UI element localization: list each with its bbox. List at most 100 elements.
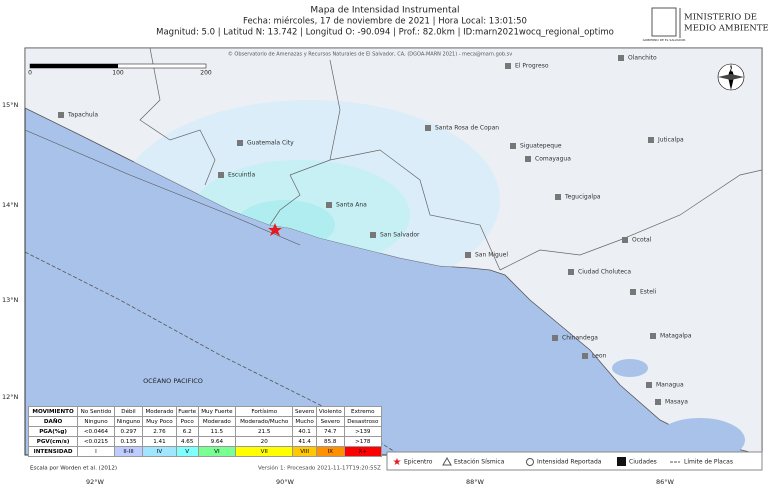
table-cell: Severo xyxy=(292,406,317,417)
lat-label: 15°N xyxy=(2,101,19,109)
table-cell: Violento xyxy=(315,406,345,417)
table-cell: <0.0215 xyxy=(77,436,115,447)
table-cell: Débil xyxy=(113,406,144,417)
scale-bar xyxy=(30,64,118,68)
city-marker xyxy=(425,125,431,131)
symbol-label: Estación Sísmica xyxy=(454,459,505,466)
table-row: MOVIMIENTO No Sentido Débil Moderado Fuerte M… xyxy=(27,406,383,417)
table-cell: 74.7 xyxy=(315,426,345,437)
table-cell: PGV(cm/s) xyxy=(27,436,79,447)
table-cell: Extremo xyxy=(343,406,383,417)
city-marker xyxy=(650,333,656,339)
table-cell: Poco xyxy=(175,416,199,427)
table-cell: 20 xyxy=(235,436,294,447)
place-label: Juticalpa xyxy=(657,137,684,144)
place-label: Siguatepeque xyxy=(520,143,562,150)
table-cell: II-III xyxy=(113,446,144,457)
place-label: Tapachula xyxy=(67,112,98,119)
place-label: Ocotal xyxy=(632,237,652,244)
table-cell: Moderado xyxy=(197,416,237,427)
lake xyxy=(655,418,745,462)
place-label: San Salvador xyxy=(380,232,420,239)
table-cell: X+ xyxy=(343,446,383,457)
scale-label: 100 xyxy=(112,70,124,77)
table-row: PGA(%g) <0.0464 0.297 2.76 6.2 11.5 21.5 40.1 74… xyxy=(27,426,383,437)
table-cell: Desastroso xyxy=(343,416,383,427)
table-cell: MOVIMIENTO xyxy=(27,406,79,417)
params-line: Magnitud: 5.0 | Latitud N: 13.742 | Long… xyxy=(156,28,614,38)
compass-n: N xyxy=(728,67,733,74)
city-marker xyxy=(618,55,624,61)
table-cell: IX xyxy=(315,446,345,457)
city-marker xyxy=(655,399,661,405)
table-cell: Ninguno xyxy=(77,416,115,427)
intensity-table: MOVIMIENTO No Sentido Débil Moderado Fuerte M… xyxy=(27,406,383,457)
lat-label: 13°N xyxy=(2,296,19,304)
table-cell: <0.0464 xyxy=(77,426,115,437)
city-marker xyxy=(237,140,243,146)
city-marker xyxy=(622,237,628,243)
city-marker xyxy=(525,156,531,162)
place-label: Ciudad Choluteca xyxy=(578,269,631,276)
lon-label: 92°W xyxy=(86,478,105,486)
place-label: Santa Rosa de Copan xyxy=(435,125,499,132)
place-label: Escuintla xyxy=(228,172,256,179)
symbol xyxy=(617,457,626,466)
table-cell: 40.1 xyxy=(292,426,317,437)
city-marker xyxy=(218,172,224,178)
place-label: Olanchito xyxy=(628,55,657,62)
lon-label: 90°W xyxy=(276,478,295,486)
table-cell: VI xyxy=(197,446,237,457)
table-cell: Ninguno xyxy=(113,416,144,427)
scale-note: Escala por Worden et al. (2012) xyxy=(30,466,117,472)
symbol-label: Ciudades xyxy=(629,459,657,466)
trench-line xyxy=(24,129,301,246)
table-cell: V xyxy=(175,446,199,457)
table-cell: Muy Poco xyxy=(142,416,177,427)
table-cell: IV xyxy=(142,446,177,457)
scale-label: 0 xyxy=(28,70,32,77)
compass xyxy=(718,74,744,80)
symbol: ★ xyxy=(393,457,402,468)
place-label: Managua xyxy=(656,382,684,389)
lon-label: 86°W xyxy=(656,478,675,486)
table-cell: 9.64 xyxy=(197,436,237,447)
place-label: Tegucigalpa xyxy=(564,194,601,201)
place-label: El Progreso xyxy=(515,63,549,70)
table-cell: 21.5 xyxy=(235,426,294,437)
credit: © Observatorio de Amenazas y Recursos Na… xyxy=(228,51,512,58)
table-cell: VII xyxy=(235,446,294,457)
place-label: Esteli xyxy=(640,289,657,296)
table-cell: 11.5 xyxy=(197,426,237,437)
symbol xyxy=(442,456,452,466)
city-marker xyxy=(555,194,561,200)
lake xyxy=(612,359,648,377)
place-label: San Miguel xyxy=(475,252,508,259)
symbol xyxy=(526,458,534,466)
city-marker xyxy=(505,63,511,69)
table-cell: 0.297 xyxy=(113,426,144,437)
table-cell: I xyxy=(77,446,115,457)
place-label: Santa Ana xyxy=(336,202,367,209)
epicenter xyxy=(268,223,282,236)
table-cell: Moderado/Mucho xyxy=(235,416,294,427)
logo-gov: GOBIERNO DE EL SALVADOR xyxy=(643,38,686,42)
lat-label: 12°N xyxy=(2,393,19,401)
city-marker xyxy=(370,232,376,238)
place-label: Masaya xyxy=(665,399,688,406)
table-cell: VIII xyxy=(292,446,317,457)
city-marker xyxy=(326,202,332,208)
table-cell: 1.41 xyxy=(142,436,177,447)
ocean-label: OCÉANO PACIFICO xyxy=(143,376,203,385)
table-cell: 4.65 xyxy=(175,436,199,447)
table-cell: >139 xyxy=(343,426,383,437)
table-row: INTENSIDAD I II-III IV V VI VII VIII IX X+ xyxy=(27,446,383,457)
logo-emblem xyxy=(651,7,677,37)
place-label: Comayagua xyxy=(535,156,571,163)
city-marker xyxy=(465,252,471,258)
symbol-label: Límite de Placas xyxy=(684,459,733,466)
place-label: Chinandega xyxy=(562,335,598,342)
table-cell: 0.135 xyxy=(113,436,144,447)
